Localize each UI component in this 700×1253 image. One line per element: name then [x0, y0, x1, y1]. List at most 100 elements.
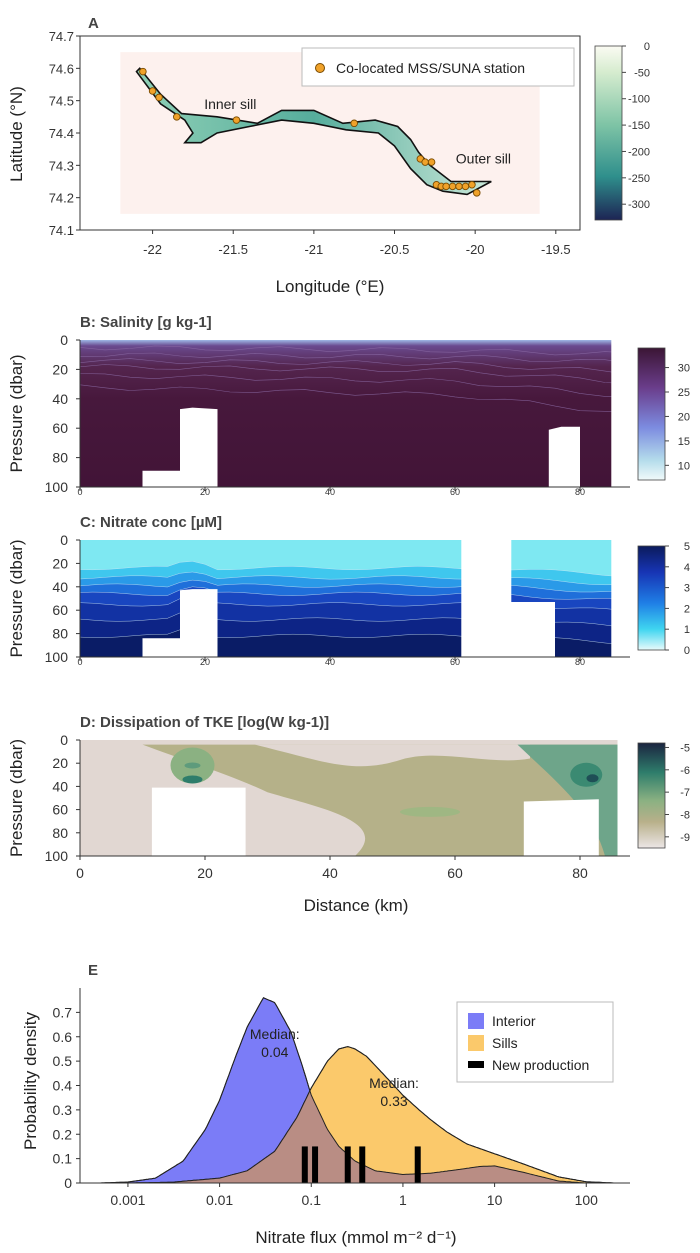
section-fill — [80, 340, 630, 487]
new-production-bar — [414, 1146, 421, 1183]
density-x-tick-label: 0.1 — [302, 1192, 322, 1208]
station-marker — [148, 87, 157, 95]
panel-b-salinity: B: Salinity [g kg-1] 0 20 40 60 80 100 0 20 40 60 8… — [7, 314, 690, 497]
map-colorbar — [594, 45, 623, 221]
y-tick-label: 20 — [52, 755, 68, 771]
y-tick-label: 40 — [52, 778, 68, 794]
colorbar-tick-label: -8 — [680, 809, 690, 821]
x-tick-label: 60 — [450, 657, 460, 667]
bathymetry-mask — [611, 340, 630, 487]
station-marker — [173, 113, 181, 121]
map-colorbar-tick-label: -250 — [628, 173, 650, 185]
panel-a-label: A — [88, 15, 99, 32]
median-label: Median: — [369, 1075, 419, 1091]
x-tick-label: 0 — [76, 865, 84, 881]
density-x-tick-label: 0.001 — [110, 1192, 145, 1208]
dissipation-band — [182, 775, 203, 784]
bathymetry-mask — [142, 589, 218, 657]
colorbar-tick-label: -9 — [680, 832, 690, 844]
section-fill — [80, 540, 630, 657]
bathymetry-mask — [611, 540, 630, 657]
colorbar-tick-label: 2 — [684, 603, 690, 615]
y-tick-label: 40 — [52, 391, 68, 407]
x-tick-label: 80 — [572, 865, 588, 881]
dissipation-band — [80, 740, 143, 856]
x-tick-label: 20 — [200, 657, 210, 667]
density-legend: Interior Sills New production — [456, 1001, 614, 1083]
dissipation-band — [400, 806, 460, 817]
density-y-axis-label: Probability density — [21, 1012, 40, 1150]
x-tick-label: 40 — [325, 657, 335, 667]
x-tick-label: 0 — [77, 487, 82, 497]
isohaline-contour — [80, 384, 630, 412]
map-y-tick-label: 74.1 — [49, 223, 74, 238]
station-marker — [427, 158, 436, 166]
density-y-tick-label: 0.2 — [53, 1126, 73, 1142]
colorbar-tick-label: 30 — [678, 363, 690, 375]
legend-station-label: Co-located MSS/SUNA station — [336, 60, 525, 76]
panel-d-dissipation: D: Dissipation of TKE [log(W kg-1)] 0 20 40… — [7, 714, 690, 915]
panel-title: B: Salinity [g kg-1] — [80, 314, 212, 331]
density-y-tick-label: 0.1 — [53, 1151, 73, 1167]
y-tick-label: 60 — [52, 420, 68, 436]
bathymetry-mask — [151, 787, 246, 856]
colorbar-tick-label: -6 — [680, 765, 690, 777]
dissipation-band — [142, 744, 630, 856]
map-y-tick-label: 74.3 — [49, 158, 74, 173]
y-axis-label: Pressure (dbar) — [7, 354, 26, 472]
y-tick-label: 100 — [45, 649, 69, 665]
station-marker — [442, 182, 450, 191]
x-tick-label: 60 — [450, 487, 460, 497]
bathymetry-mask — [142, 407, 218, 487]
map-y-ticks: 74.1 74.2 74.3 74.4 74.5 74.6 74.7 — [49, 29, 80, 238]
colorbar-tick-label: 5 — [684, 541, 690, 553]
density-x-tick-label: 0.01 — [206, 1192, 233, 1208]
density-y-tick-label: 0.7 — [53, 1004, 73, 1020]
legend-new-production-label: New production — [492, 1057, 589, 1073]
map-colorbar-ticks: 0 -50 -100 -150 -200 -250 -300 — [622, 41, 650, 211]
x-tick-label: 80 — [575, 657, 585, 667]
isohaline-contour — [80, 352, 630, 364]
map-y-tick-label: 74.6 — [49, 61, 74, 76]
station-markers — [139, 67, 481, 197]
colorbar-tick-label: 20 — [678, 411, 690, 423]
new-production-bar — [312, 1146, 319, 1183]
y-tick-label: 80 — [52, 450, 68, 466]
panel-title: D: Dissipation of TKE [log(W kg-1)] — [80, 714, 329, 731]
y-tick-label: 40 — [52, 579, 68, 595]
map-colorbar-tick-label: 0 — [644, 41, 650, 53]
map-x-axis-label: Longitude (°E) — [276, 277, 385, 296]
bathymetry-mask — [523, 799, 599, 856]
map-x-tick-label: -19.5 — [541, 242, 571, 257]
density-y-tick-label: 0.3 — [53, 1102, 73, 1118]
section-fill — [80, 740, 630, 856]
map-colorbar-tick-label: -100 — [628, 94, 650, 106]
annotation-inner-sill: Inner sill — [204, 96, 256, 112]
median-value: 0.33 — [380, 1093, 407, 1109]
density-x-axis-label: Nitrate flux (mmol m⁻² d⁻¹) — [255, 1228, 456, 1247]
annotation-outer-sill: Outer sill — [456, 151, 511, 167]
legend-new-production-swatch — [468, 1061, 484, 1068]
legend-sills-label: Sills — [492, 1035, 518, 1051]
colorbar — [637, 742, 666, 849]
salinity-field — [80, 340, 630, 487]
new-production-bar — [344, 1146, 351, 1183]
y-tick-label: 100 — [45, 848, 69, 864]
map-x-tick-label: -20 — [466, 242, 485, 257]
map-colorbar-tick-label: -200 — [628, 146, 650, 158]
map-y-tick-label: 74.2 — [49, 191, 74, 206]
colorbar-tick-label: 4 — [684, 562, 690, 574]
new-production-bar — [359, 1146, 366, 1183]
density-x-tick-label: 1 — [399, 1192, 407, 1208]
dissipation-band — [586, 774, 599, 783]
isohaline-contour — [80, 345, 630, 356]
bathymetry-mask — [617, 740, 630, 856]
density-y-tick-label: 0.5 — [53, 1053, 73, 1069]
isohaline-contour — [80, 364, 630, 385]
station-marker — [232, 116, 241, 124]
colorbar-tick-label: 25 — [678, 387, 690, 399]
x-tick-label: 20 — [197, 865, 213, 881]
map-x-tick-label: -22 — [143, 242, 162, 257]
